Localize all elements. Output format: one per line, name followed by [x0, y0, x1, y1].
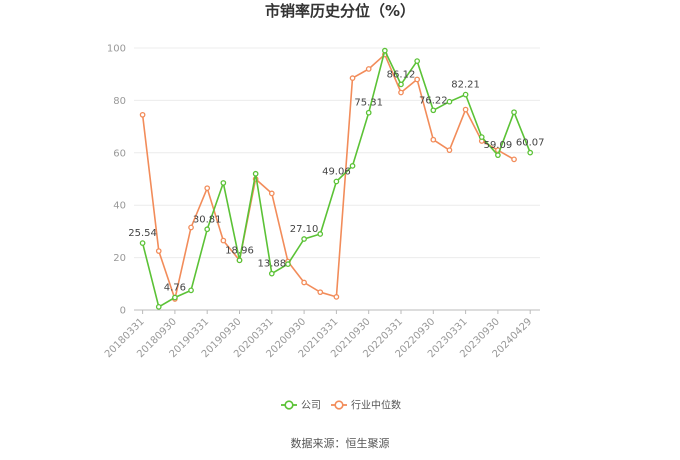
data-point-company — [285, 261, 291, 267]
data-point-company — [301, 236, 307, 242]
data-point-company — [349, 163, 356, 169]
data-point-industry-median — [365, 66, 372, 72]
data-point-industry-median — [188, 224, 194, 231]
data-point-company — [188, 287, 194, 294]
data-label: 75.31 — [354, 98, 383, 109]
series-line-industry-median — [141, 53, 515, 300]
y-tick-label: 100 — [107, 44, 126, 55]
data-label: 76.22 — [419, 95, 448, 106]
legend: 公司 行业中位数 — [281, 399, 401, 412]
data-label: 27.10 — [290, 224, 319, 235]
data-point-company — [268, 270, 275, 277]
data-point-industry-median — [511, 156, 517, 163]
data-point-industry-median — [317, 289, 324, 296]
legend-item-company: 公司 — [281, 400, 321, 412]
data-point-company — [204, 226, 211, 233]
data-point-company — [317, 231, 324, 237]
data-point-company — [398, 81, 404, 88]
data-point-company — [220, 180, 227, 186]
legend-item-industry-median: 行业中位数 — [331, 399, 401, 412]
data-point-industry-median — [398, 89, 404, 96]
data-point-company — [414, 58, 420, 64]
legend-marker-icon — [284, 400, 294, 410]
data-label: 30.81 — [193, 214, 222, 225]
data-point-company — [365, 109, 372, 116]
data-label: 18.96 — [225, 245, 254, 256]
data-point-industry-median — [462, 106, 469, 113]
data-point-company — [172, 294, 178, 301]
data-point-industry-median — [414, 76, 420, 83]
axis-layer: 0204060801002018033120180930201903312019… — [103, 44, 534, 361]
data-label: 49.06 — [322, 166, 351, 177]
data-point-industry-median — [139, 111, 146, 118]
data-point-company — [333, 178, 340, 185]
y-tick-label: 80 — [113, 96, 126, 107]
data-point-industry-median — [268, 190, 275, 197]
data-point-industry-median — [155, 248, 162, 254]
data-label: 82.21 — [451, 80, 480, 91]
data-point-industry-median — [446, 147, 453, 154]
data-point-company — [462, 91, 469, 98]
data-point-industry-median — [220, 237, 227, 244]
data-label: 60.07 — [516, 138, 545, 149]
data-point-company — [478, 134, 485, 140]
data-point-company — [252, 170, 259, 177]
grid-layer — [134, 47, 540, 311]
data-point-company — [381, 47, 388, 54]
data-point-industry-median — [349, 75, 356, 81]
data-label: 86.12 — [387, 69, 416, 80]
y-tick-label: 0 — [120, 306, 126, 317]
source-note: 数据来源：恒生聚源 — [291, 436, 390, 450]
series-layer — [139, 47, 534, 310]
data-point-company — [155, 304, 162, 310]
y-tick-label: 20 — [113, 253, 126, 264]
data-point-industry-median — [204, 185, 211, 192]
data-point-industry-median — [333, 294, 340, 300]
data-point-industry-median — [430, 136, 437, 143]
legend-label: 公司 — [301, 401, 321, 412]
chart-title: 市销率历史分位（%） — [265, 2, 415, 20]
data-label: 4.76 — [164, 283, 186, 294]
y-tick-label: 60 — [113, 148, 126, 159]
data-point-industry-median — [301, 279, 307, 286]
data-point-company — [139, 240, 146, 246]
data-point-company — [527, 149, 534, 156]
data-point-company — [511, 109, 517, 116]
y-tick-label: 40 — [113, 201, 126, 212]
data-point-company — [446, 98, 453, 105]
data-point-company — [495, 152, 501, 159]
data-point-company — [236, 257, 243, 264]
legend-label: 行业中位数 — [351, 399, 401, 412]
data-label: 13.88 — [257, 259, 286, 270]
data-point-company — [430, 107, 437, 114]
data-label: 25.54 — [128, 228, 157, 239]
legend-marker-icon — [334, 400, 344, 410]
data-label: 59.09 — [484, 140, 513, 151]
